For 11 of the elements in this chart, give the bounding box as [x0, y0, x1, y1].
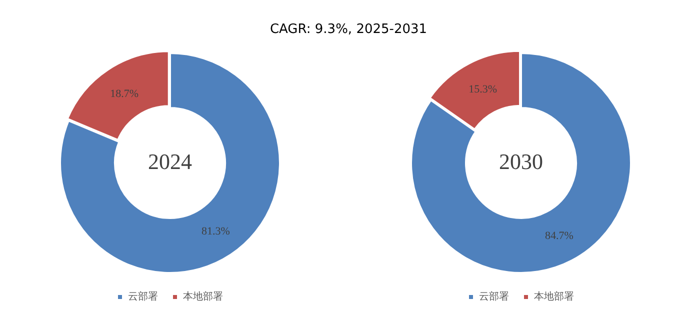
- data-label: 84.7%: [544, 230, 574, 242]
- text: 2024: [148, 148, 192, 174]
- legend-label: 本地部署: [534, 290, 574, 303]
- legend-label: 本地部署: [183, 290, 223, 303]
- legend-label: 云部署: [128, 290, 158, 303]
- text: 2030: [499, 148, 543, 174]
- legend-label: 云部署: [479, 290, 509, 303]
- data-label: 15.3%: [468, 84, 498, 96]
- text: CAGR: 9.3%, 2025-2031: [270, 22, 428, 37]
- data-label: 81.3%: [202, 226, 230, 238]
- data-label: 18.7%: [110, 88, 138, 100]
